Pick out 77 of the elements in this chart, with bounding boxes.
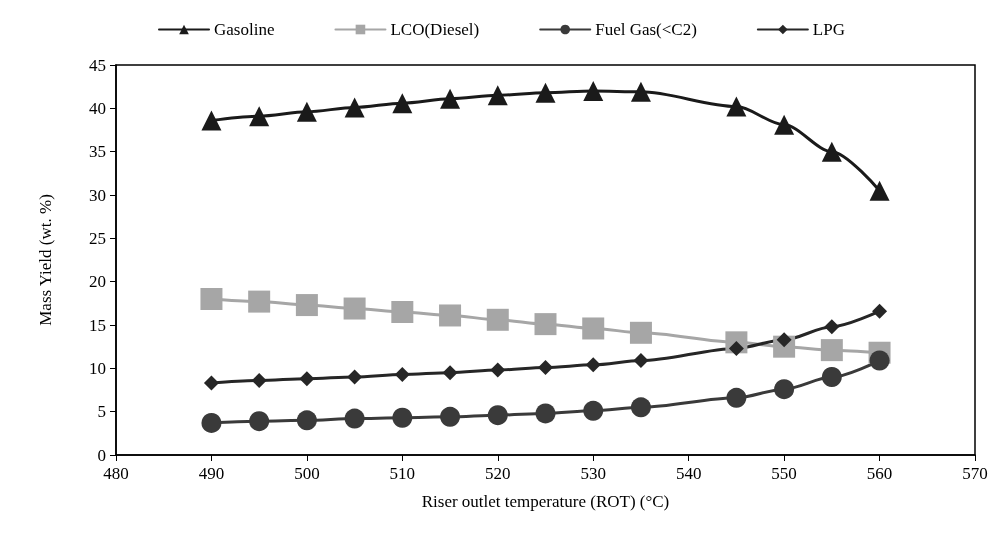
point bbox=[774, 114, 795, 135]
y-tick-label: 10 bbox=[89, 358, 106, 378]
y-axis-title: Mass Yield (wt. %) bbox=[36, 194, 55, 326]
legend-label: LCO(Diesel) bbox=[390, 20, 480, 39]
point bbox=[774, 379, 795, 400]
point bbox=[391, 301, 414, 323]
y-tick-label: 35 bbox=[89, 142, 106, 162]
point bbox=[582, 317, 605, 340]
point bbox=[249, 411, 270, 432]
point bbox=[201, 412, 222, 433]
point bbox=[535, 403, 556, 424]
point bbox=[439, 304, 462, 327]
x-tick-label: 550 bbox=[771, 464, 797, 483]
y-tick-label: 15 bbox=[89, 315, 106, 335]
point bbox=[820, 339, 843, 362]
y-tick-label: 0 bbox=[97, 445, 106, 465]
point bbox=[200, 288, 223, 310]
point bbox=[824, 319, 840, 335]
point bbox=[872, 303, 888, 319]
point bbox=[869, 350, 890, 371]
point bbox=[344, 97, 365, 118]
x-tick-label: 530 bbox=[580, 464, 606, 483]
point bbox=[821, 367, 842, 387]
legend-label: LPG bbox=[812, 20, 845, 39]
point bbox=[344, 408, 365, 429]
y-tick-label: 20 bbox=[89, 272, 106, 292]
x-tick-label: 520 bbox=[485, 464, 511, 483]
point bbox=[490, 362, 506, 378]
y-tick-label: 40 bbox=[89, 98, 106, 118]
point bbox=[585, 357, 601, 373]
y-tick-label: 45 bbox=[89, 55, 106, 75]
point bbox=[538, 359, 553, 375]
point bbox=[295, 294, 318, 317]
point bbox=[486, 308, 509, 331]
point bbox=[394, 366, 410, 382]
x-tick-label: 500 bbox=[294, 464, 320, 483]
point bbox=[629, 321, 652, 344]
point bbox=[299, 371, 315, 387]
y-tick-label: 25 bbox=[89, 228, 106, 248]
point bbox=[440, 88, 461, 109]
point bbox=[630, 81, 651, 102]
point bbox=[583, 400, 604, 421]
point bbox=[487, 85, 508, 106]
point bbox=[251, 372, 267, 388]
point bbox=[296, 410, 317, 431]
point bbox=[726, 96, 747, 117]
point bbox=[203, 375, 219, 391]
point bbox=[343, 297, 366, 320]
point bbox=[248, 290, 271, 313]
x-tick-label: 560 bbox=[866, 464, 893, 483]
point bbox=[440, 406, 461, 427]
y-tick-label: 30 bbox=[89, 185, 106, 205]
x-tick-label: 490 bbox=[198, 464, 225, 483]
point bbox=[535, 82, 556, 103]
point bbox=[392, 93, 413, 114]
point bbox=[534, 313, 557, 336]
point bbox=[249, 106, 270, 127]
point bbox=[296, 101, 317, 122]
point bbox=[201, 110, 222, 131]
point bbox=[726, 387, 747, 408]
point bbox=[869, 180, 890, 201]
x-tick-label: 540 bbox=[675, 464, 702, 483]
point bbox=[347, 369, 363, 385]
x-axis-title: Riser outlet temperature (ROT) (°C) bbox=[421, 492, 670, 511]
x-tick-label: 480 bbox=[103, 464, 129, 483]
x-tick-label: 510 bbox=[389, 464, 416, 483]
legend-label: Gasoline bbox=[214, 20, 275, 39]
point bbox=[583, 81, 604, 101]
x-tick-label: 570 bbox=[962, 464, 988, 483]
y-tick-label: 5 bbox=[97, 402, 106, 422]
point bbox=[633, 353, 649, 369]
point bbox=[821, 141, 842, 162]
point bbox=[487, 405, 508, 426]
point bbox=[442, 365, 458, 381]
point bbox=[392, 407, 413, 428]
legend-label: Fuel Gas(<C2) bbox=[595, 20, 697, 39]
point bbox=[630, 397, 651, 418]
